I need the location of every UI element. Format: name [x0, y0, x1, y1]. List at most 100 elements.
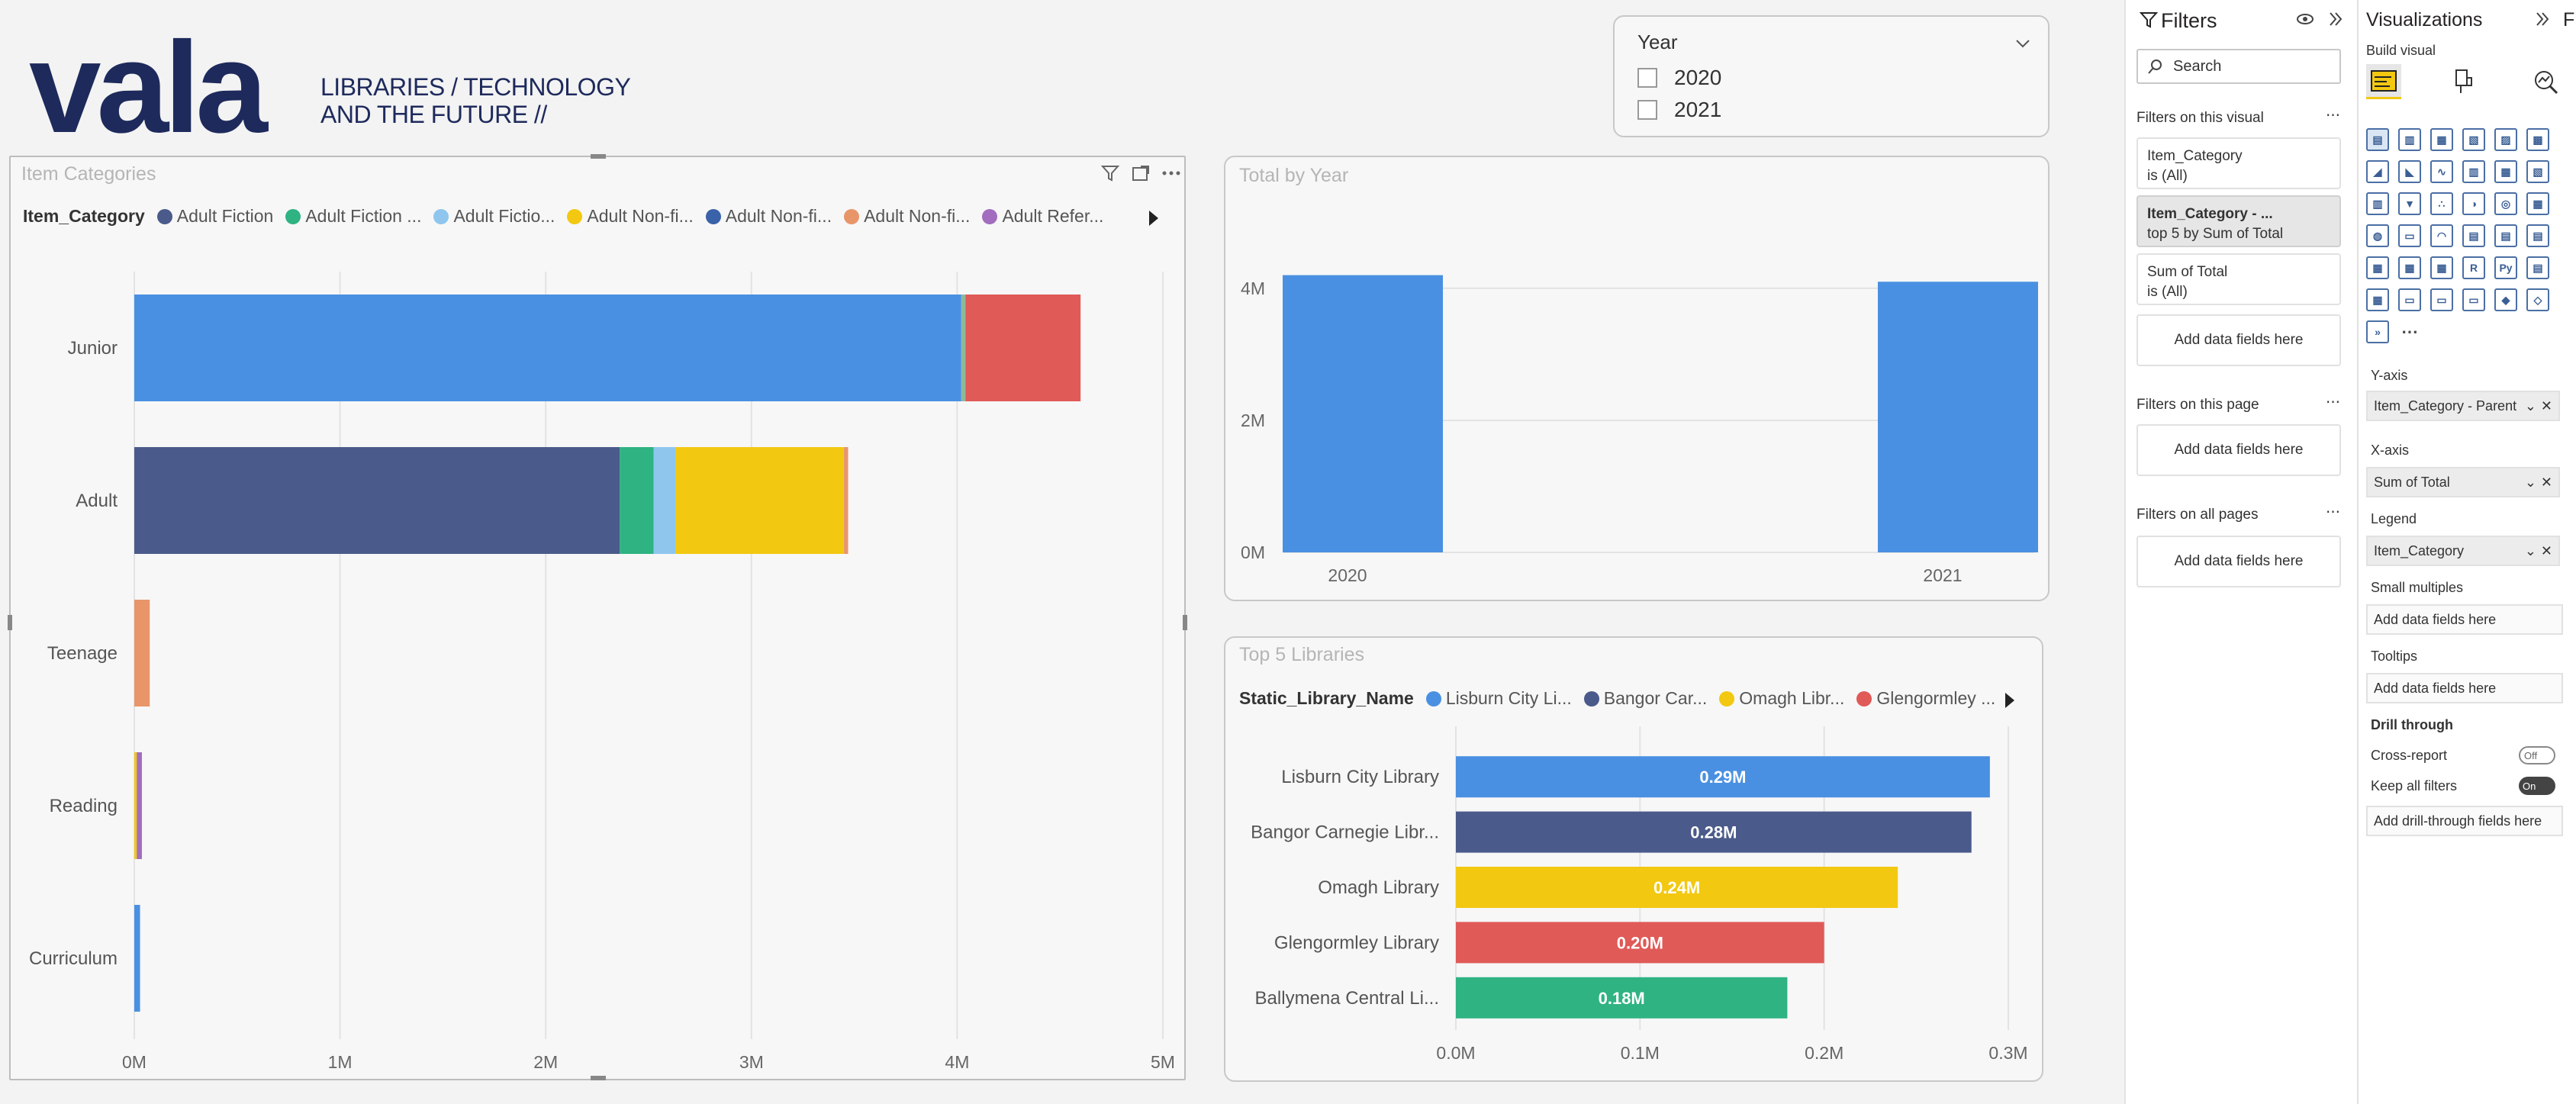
visual-type-icon[interactable]: ◎ [2494, 192, 2517, 215]
library-bar[interactable] [1456, 811, 1972, 853]
visual-type-icon[interactable]: ▥ [2462, 160, 2485, 183]
visual-type-icon[interactable]: ▦ [2430, 256, 2453, 279]
visual-type-icon[interactable]: ▤ [2526, 256, 2549, 279]
visual-type-icon[interactable]: ∴ [2430, 192, 2453, 215]
legend-item[interactable]: Adult Fiction [156, 206, 273, 227]
visual-type-icon[interactable]: » [2366, 320, 2389, 343]
visual-type-icon[interactable]: ▦ [2526, 192, 2549, 215]
legend-item[interactable]: Adult Fictio... [433, 206, 555, 227]
keep-all-filters-toggle[interactable]: On [2519, 777, 2555, 795]
bar-segment[interactable] [134, 447, 620, 554]
focus-mode-icon[interactable] [1129, 162, 1152, 185]
filter-card-sum-of-total[interactable]: Sum of Total is (All) [2136, 253, 2341, 305]
legend-next-arrow-icon[interactable] [1146, 209, 1161, 227]
legend-item[interactable]: Adult Non-fi... [705, 206, 832, 227]
bar-segment[interactable] [134, 295, 961, 401]
bar-segment[interactable] [653, 447, 676, 554]
legend-item[interactable]: Bangor Car... [1583, 688, 1707, 709]
resize-handle-top[interactable] [591, 154, 606, 159]
legend-item[interactable]: Omagh Libr... [1719, 688, 1844, 709]
visual-type-icon[interactable]: ▦ [2398, 256, 2421, 279]
chevron-down-icon[interactable]: ⌄ [2524, 474, 2536, 490]
visual-type-icon[interactable]: ▼ [2398, 192, 2421, 215]
legend-next-arrow-icon[interactable] [2002, 691, 2017, 710]
add-visual-filter-field[interactable]: Add data fields here [2136, 314, 2341, 366]
visual-type-icon[interactable]: ▦ [2366, 256, 2389, 279]
bar-segment[interactable] [965, 295, 1081, 401]
chevron-down-icon[interactable] [2013, 34, 2033, 53]
bar-segment[interactable] [134, 905, 140, 1012]
collapse-pane-icon[interactable] [2533, 9, 2552, 29]
remove-field-icon[interactable]: ✕ [2540, 398, 2552, 414]
build-visual-tab[interactable] [2366, 64, 2401, 99]
more-options-icon[interactable]: ⋯ [2326, 394, 2340, 410]
bar-segment[interactable] [620, 447, 654, 554]
visual-type-icon[interactable]: Py [2494, 256, 2517, 279]
column-bar[interactable] [1283, 275, 1443, 552]
library-bar[interactable] [1456, 867, 1898, 908]
visual-type-icon[interactable]: ▭ [2462, 288, 2485, 311]
visual-type-icon[interactable]: ▭ [2430, 288, 2453, 311]
visual-type-icon[interactable]: ◍ [2366, 224, 2389, 247]
visual-type-icon[interactable]: ▦ [2366, 288, 2389, 311]
add-all-pages-filter-field[interactable]: Add data fields here [2136, 536, 2341, 587]
legend-item[interactable]: Adult Non-fi... [844, 206, 970, 227]
visual-type-icon[interactable]: ▤ [2526, 224, 2549, 247]
slicer-option-2021[interactable]: 2021 [1637, 98, 1721, 122]
remove-field-icon[interactable]: ✕ [2540, 542, 2552, 558]
visual-type-icon[interactable]: ▤ [2366, 128, 2389, 151]
filter-card-item-category[interactable]: Item_Category is (All) [2136, 137, 2341, 189]
visual-type-icon[interactable]: ◢ [2366, 160, 2389, 183]
checkbox[interactable] [1637, 100, 1657, 120]
more-options-icon[interactable]: ⋯ [2326, 108, 2340, 124]
more-options-icon[interactable]: ⋯ [2326, 504, 2340, 520]
legend-item[interactable]: Adult Non-fi... [567, 206, 694, 227]
xaxis-field-well[interactable]: Sum of Total ⌄ ✕ [2366, 467, 2560, 497]
column-bar[interactable] [1878, 282, 2038, 552]
visual-type-icon[interactable]: ▦ [2430, 128, 2453, 151]
filters-search-input[interactable]: Search [2136, 49, 2341, 84]
library-bar[interactable] [1456, 756, 1990, 798]
filter-card-item-category-top5[interactable]: Item_Category - ... top 5 by Sum of Tota… [2136, 195, 2341, 247]
small-multiples-well[interactable]: Add data fields here [2366, 604, 2563, 635]
add-page-filter-field[interactable]: Add data fields here [2136, 424, 2341, 476]
year-slicer[interactable]: Year 2020 2021 [1613, 15, 2050, 137]
visual-type-icon[interactable]: R [2462, 256, 2485, 279]
analytics-tab[interactable] [2531, 67, 2562, 98]
visual-type-icon[interactable]: ▭ [2398, 224, 2421, 247]
tooltips-well[interactable]: Add data fields here [2366, 673, 2563, 703]
visual-type-icon[interactable]: ▩ [2526, 128, 2549, 151]
more-visuals-icon[interactable]: ⋯ [2401, 322, 2418, 341]
visual-type-icon[interactable]: ▤ [2494, 224, 2517, 247]
visual-type-icon[interactable]: ◣ [2398, 160, 2421, 183]
library-bar[interactable] [1456, 977, 1788, 1019]
resize-handle-right[interactable] [1183, 615, 1187, 630]
visual-type-icon[interactable]: ▥ [2366, 192, 2389, 215]
visual-type-icon[interactable]: ▭ [2398, 288, 2421, 311]
checkbox[interactable] [1637, 68, 1657, 88]
filter-icon[interactable] [1099, 162, 1122, 185]
cross-report-toggle[interactable]: Off [2519, 746, 2555, 764]
visual-type-icon[interactable]: ◑ [2462, 192, 2485, 215]
collapse-pane-icon[interactable] [2326, 9, 2346, 29]
visual-type-icon[interactable]: ▦ [2494, 160, 2517, 183]
chevron-down-icon[interactable]: ⌄ [2524, 542, 2536, 558]
item-categories-visual[interactable]: Item Categories Item_Category Adult Fict… [8, 154, 1187, 1080]
format-visual-tab[interactable] [2449, 67, 2479, 98]
legend-field-well[interactable]: Item_Category ⌄ ✕ [2366, 536, 2560, 566]
drill-through-well[interactable]: Add drill-through fields here [2366, 806, 2563, 836]
legend-item[interactable]: Adult Fiction ... [285, 206, 421, 227]
bar-segment[interactable] [844, 447, 848, 554]
legend-item[interactable]: Lisburn City Li... [1425, 688, 1572, 709]
visual-type-icon[interactable]: ◠ [2430, 224, 2453, 247]
visual-type-icon[interactable]: ◇ [2526, 288, 2549, 311]
resize-handle-bottom[interactable] [591, 1076, 606, 1080]
visual-type-icon[interactable]: ▤ [2462, 224, 2485, 247]
legend-item[interactable]: Glengormley ... [1856, 688, 1995, 709]
slicer-option-2020[interactable]: 2020 [1637, 66, 1721, 90]
bar-segment[interactable] [675, 447, 845, 554]
resize-handle-left[interactable] [8, 615, 12, 630]
bar-segment[interactable] [134, 600, 150, 706]
library-bar[interactable] [1456, 922, 1824, 964]
eye-icon[interactable] [2295, 11, 2315, 27]
